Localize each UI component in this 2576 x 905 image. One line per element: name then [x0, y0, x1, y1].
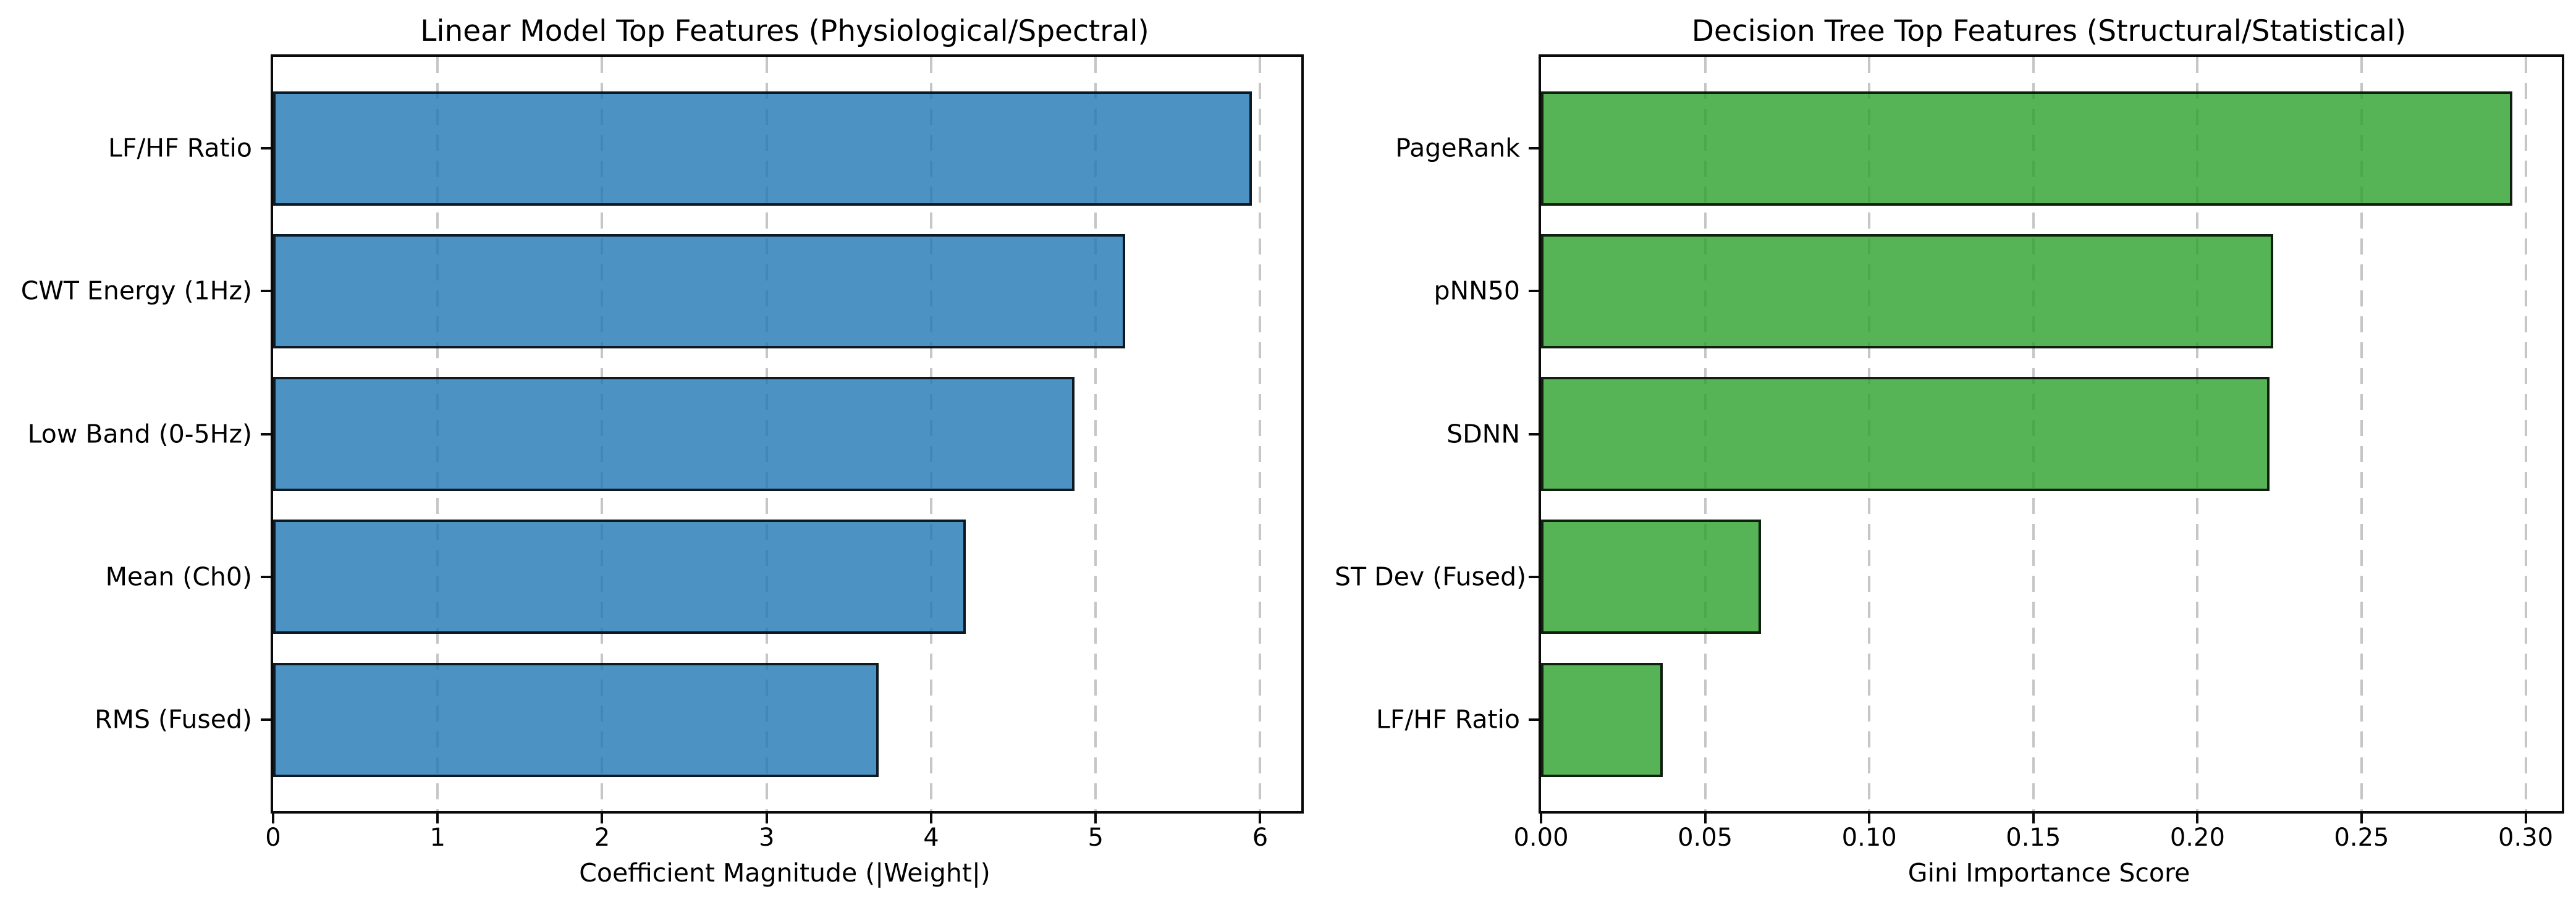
x-tick-mark [2524, 814, 2527, 823]
subplot-decision-tree: Decision Tree Top Features (Structural/S… [1335, 0, 2576, 905]
bar [1541, 91, 2513, 206]
x-tick-label: 5 [1087, 823, 1104, 852]
bar [1541, 662, 1663, 777]
x-axis-label: Coefficient Magnitude (|Weight|) [579, 858, 990, 888]
bar [1541, 377, 2270, 491]
gridline [1259, 57, 1262, 811]
x-tick-mark [765, 814, 768, 823]
x-tick-mark [436, 814, 439, 823]
subplot-linear-model: Linear Model Top Features (Physiological… [20, 14, 1304, 888]
x-tick-mark [601, 814, 604, 823]
x-tick-label: 0.00 [1513, 823, 1569, 852]
y-tick-mark [261, 718, 271, 721]
y-category-label: ST Dev (Fused) [1335, 562, 1527, 592]
y-tick-mark [1529, 290, 1539, 293]
bar [273, 377, 1075, 491]
y-tick-mark [261, 147, 271, 149]
x-tick-label: 0.20 [2169, 823, 2225, 852]
y-tick-mark [1529, 432, 1539, 436]
y-tick-mark [261, 432, 271, 436]
y-tick-mark [261, 575, 271, 578]
y-category-label: CWT Energy (1Hz) [20, 276, 252, 306]
bar [273, 234, 1126, 348]
x-tick-mark [1540, 814, 1542, 823]
x-tick-label: 3 [758, 823, 775, 852]
y-category-label: Low Band (0-5Hz) [27, 419, 252, 448]
y-category-label: LF/HF Ratio [108, 133, 252, 163]
x-tick-label: 0.25 [2334, 823, 2389, 852]
y-tick-mark [1529, 575, 1539, 578]
plot-area [271, 54, 1304, 814]
x-tick-mark [2032, 814, 2035, 823]
y-tick-mark [261, 290, 271, 293]
x-tick-mark [2196, 814, 2199, 823]
chart-title: Decision Tree Top Features (Structural/S… [1691, 14, 2407, 48]
gridline [2360, 57, 2363, 811]
x-tick-label: 6 [1252, 823, 1269, 852]
bar [273, 662, 879, 777]
x-tick-label: 1 [429, 823, 446, 852]
bar [1541, 234, 2273, 348]
x-tick-label: 4 [923, 823, 939, 852]
bar [273, 91, 1252, 206]
x-tick-mark [272, 814, 274, 823]
bar [273, 520, 966, 634]
x-tick-mark [1094, 814, 1097, 823]
y-tick-mark [1529, 718, 1539, 721]
chart-title: Linear Model Top Features (Physiological… [420, 14, 1149, 48]
x-tick-mark [2360, 814, 2363, 823]
y-category-label: SDNN [1446, 419, 1520, 448]
x-axis-label: Gini Importance Score [1907, 858, 2190, 888]
x-tick-label: 0.30 [2498, 823, 2554, 852]
x-tick-mark [1259, 814, 1262, 823]
x-tick-label: 0.10 [1841, 823, 1897, 852]
x-tick-mark [1868, 814, 1871, 823]
gridline [1094, 57, 1097, 811]
x-tick-label: 2 [594, 823, 610, 852]
plot-area [1539, 54, 2564, 814]
y-tick-mark [1529, 147, 1539, 149]
y-category-label: Mean (Ch0) [105, 562, 252, 592]
y-category-label: LF/HF Ratio [1376, 704, 1520, 735]
y-category-label: PageRank [1395, 133, 1520, 163]
x-tick-label: 0.05 [1678, 823, 1733, 852]
x-tick-label: 0 [265, 823, 281, 852]
bar [1541, 520, 1761, 634]
gridline [2524, 57, 2527, 811]
y-category-label: RMS (Fused) [95, 704, 252, 735]
x-tick-mark [929, 814, 932, 823]
x-tick-label: 0.15 [2006, 823, 2061, 852]
x-tick-mark [1704, 814, 1707, 823]
y-category-label: pNN50 [1434, 276, 1520, 306]
